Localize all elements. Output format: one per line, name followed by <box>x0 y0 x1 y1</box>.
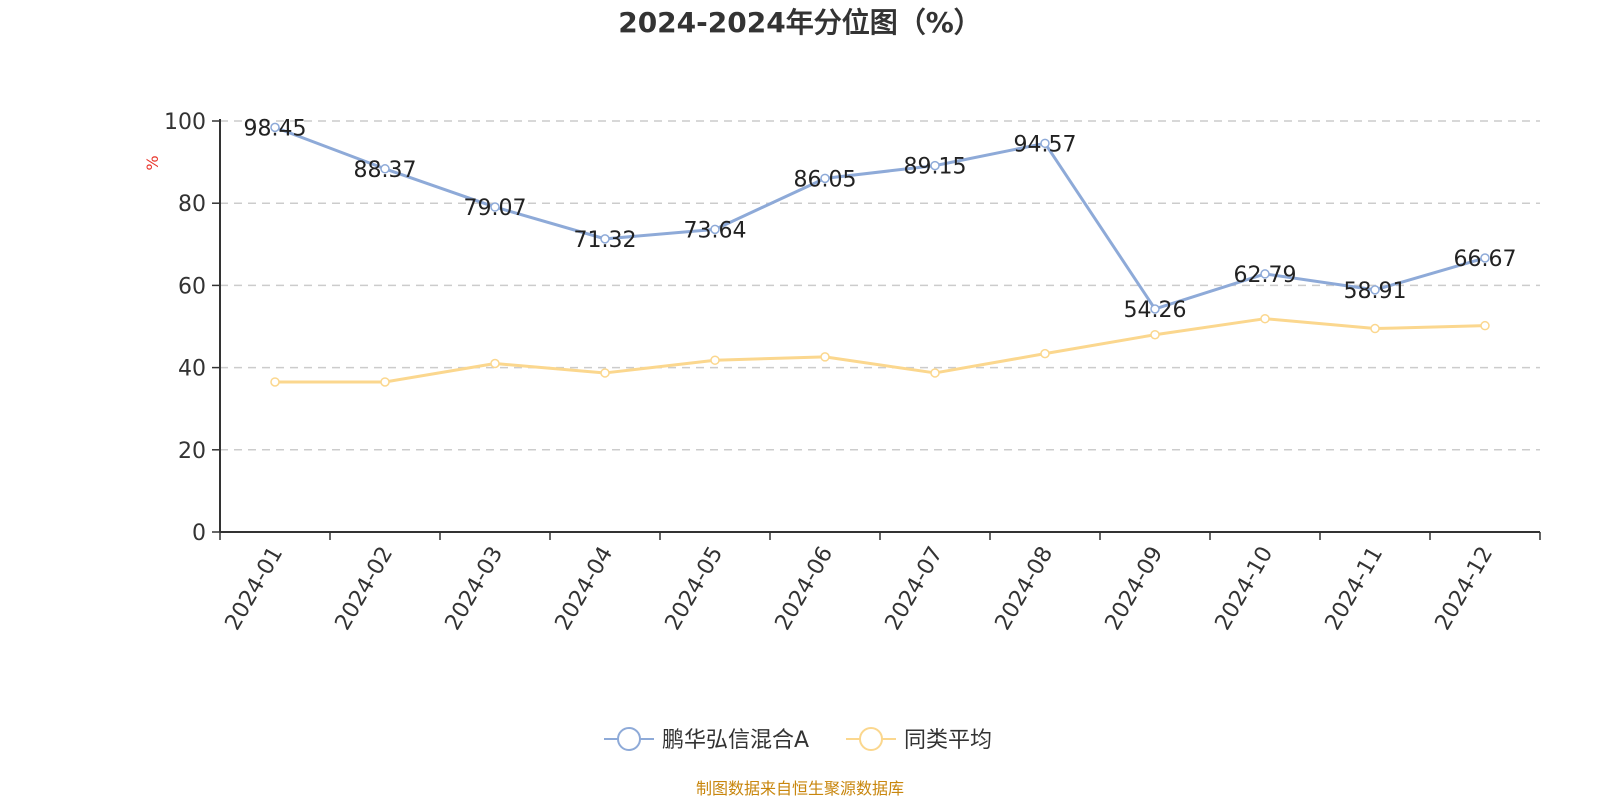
legend: 鹏华弘信混合A 同类平均 <box>604 727 992 753</box>
series-1-point-2024-07[interactable] <box>930 160 940 171</box>
chart-title: 2024-2024年分位图（%） <box>618 6 982 39</box>
x-tick-label-2024-08: 2024-08 <box>991 543 1059 635</box>
series-1-point-2024-01[interactable] <box>270 122 280 133</box>
series-2-point-2024-07[interactable] <box>930 368 940 378</box>
legend-swatch-marker-series-2 <box>859 727 883 751</box>
legend-swatch-marker-series-1 <box>617 727 641 751</box>
series-1-point-2024-11[interactable] <box>1370 285 1380 295</box>
x-tick-label-2024-02: 2024-02 <box>331 543 399 635</box>
grid-lines <box>220 120 1540 451</box>
series-2-point-2024-09[interactable] <box>1150 329 1160 340</box>
series-2-point-2024-04[interactable] <box>600 368 610 378</box>
y-tick-label-100: 100 <box>164 110 206 135</box>
y-tick-label-40: 40 <box>178 357 206 382</box>
series-2-point-2024-08[interactable] <box>1040 348 1050 359</box>
series-2-point-2024-03[interactable] <box>490 358 500 369</box>
data-source-note: 制图数据来自恒生聚源数据库 <box>696 779 904 798</box>
legend-item-series-1[interactable]: 鹏华弘信混合A <box>604 727 809 753</box>
series-1-point-2024-06[interactable] <box>820 173 830 184</box>
data-label-2024-05: 73.64 <box>684 218 747 243</box>
x-tick-label-2024-01: 2024-01 <box>221 543 289 635</box>
x-tick-label-2024-09: 2024-09 <box>1101 543 1169 635</box>
series-1-point-2024-10[interactable] <box>1260 269 1270 279</box>
series-lines <box>270 122 1490 387</box>
series-1-point-2024-05[interactable] <box>710 224 720 235</box>
series-1-point-2024-02[interactable] <box>380 164 390 174</box>
x-tick-label-2024-11: 2024-11 <box>1321 543 1389 635</box>
series-line-1 <box>274 125 1486 311</box>
series-1-point-2024-04[interactable] <box>600 234 610 244</box>
data-label-2024-01: 98.45 <box>244 116 307 141</box>
series-1-point-2024-12[interactable] <box>1480 253 1490 263</box>
data-label-2024-11: 58.91 <box>1344 279 1407 304</box>
y-tick-label-60: 60 <box>178 274 206 299</box>
series-2-point-2024-06[interactable] <box>820 352 830 362</box>
x-tick-label-2024-10: 2024-10 <box>1211 543 1279 635</box>
series-1-point-2024-08[interactable] <box>1040 138 1050 149</box>
data-label-2024-09: 54.26 <box>1124 298 1187 323</box>
legend-item-series-2[interactable]: 同类平均 <box>846 727 992 753</box>
legend-label-series-1: 鹏华弘信混合A <box>662 728 809 753</box>
series-1-point-2024-03[interactable] <box>490 202 500 212</box>
data-label-2024-07: 89.15 <box>904 155 967 180</box>
data-label-2024-10: 62.79 <box>1234 263 1297 288</box>
series-2-point-2024-05[interactable] <box>710 355 720 365</box>
data-label-2024-06: 86.05 <box>794 167 857 192</box>
data-label-2024-02: 88.37 <box>354 158 417 183</box>
x-tick-label-2024-06: 2024-06 <box>771 543 839 635</box>
series-2-point-2024-12[interactable] <box>1480 320 1490 331</box>
series-line-2 <box>275 317 1486 384</box>
series-2-point-2024-11[interactable] <box>1370 323 1380 334</box>
legend-label-series-2: 同类平均 <box>904 728 992 753</box>
y-tick-label-20: 20 <box>178 439 206 464</box>
data-label-2024-04: 71.32 <box>574 228 637 253</box>
series-2-point-2024-01[interactable] <box>270 377 280 387</box>
x-tick-label-2024-05: 2024-05 <box>661 543 729 635</box>
data-label-2024-12: 66.67 <box>1454 247 1517 272</box>
x-tick-label-2024-04: 2024-04 <box>551 543 619 635</box>
series-1-point-2024-09[interactable] <box>1150 304 1160 314</box>
x-tick-label-2024-07: 2024-07 <box>881 543 949 635</box>
y-tick-label-0: 0 <box>192 521 206 546</box>
data-label-2024-03: 79.07 <box>464 196 527 221</box>
x-tick-label-2024-12: 2024-12 <box>1431 543 1499 635</box>
series-2-point-2024-10[interactable] <box>1260 313 1270 324</box>
y-axis-unit-label: % <box>143 155 162 170</box>
data-label-2024-08: 94.57 <box>1014 132 1077 157</box>
series-2-point-2024-02[interactable] <box>380 377 390 387</box>
y-tick-label-80: 80 <box>178 192 206 217</box>
data-labels: 98.45 88.37 79.07 71.32 73.64 86.05 89.15 94.57… <box>244 116 1517 323</box>
x-tick-label-2024-03: 2024-03 <box>441 543 509 635</box>
